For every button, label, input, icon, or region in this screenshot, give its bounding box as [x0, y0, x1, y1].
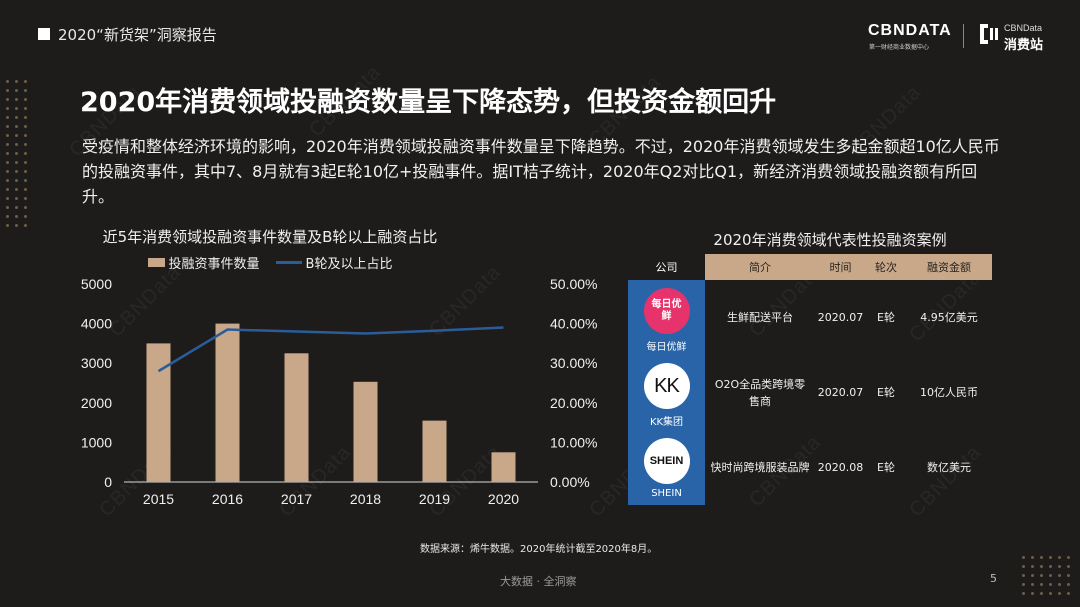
x-tick-label: 2020 — [488, 491, 519, 507]
company-name: 每日优鲜 — [646, 342, 687, 353]
row-time: 2020.07 — [817, 386, 864, 399]
cbndata-logo-subtitle: 第一财经商业数据中心 — [869, 44, 930, 51]
x-tick-label: 2018 — [350, 491, 381, 507]
table-row: O2O全品类跨境零售商 2020.07 E轮 10亿人民币 — [628, 355, 992, 430]
row-amount: 数亿美元 — [927, 461, 971, 474]
bar — [284, 353, 309, 482]
bar — [491, 452, 516, 482]
company-name: SHEIN — [651, 488, 682, 499]
y-left-tick-label: 2000 — [81, 395, 112, 411]
page-number: 5 — [990, 572, 997, 585]
legend-item-bar: 投融资事件数量 — [147, 253, 260, 272]
row-amount: 10亿人民币 — [920, 386, 978, 399]
decorative-dots — [6, 80, 27, 227]
bar — [146, 343, 171, 482]
line-series — [157, 326, 504, 373]
y-left-tick-label: 3000 — [81, 355, 112, 371]
row-desc: 生鲜配送平台 — [727, 311, 793, 324]
y-left-tick-label: 0 — [104, 474, 112, 490]
table-header-company: 公司 — [655, 261, 678, 274]
legend-label-bar: 投融资事件数量 — [168, 257, 260, 272]
table-header-amount: 融资金额 — [906, 254, 992, 280]
bar — [353, 381, 378, 482]
row-round: E轮 — [877, 386, 895, 399]
legend-swatch-line — [275, 261, 302, 264]
x-tick-label: 2015 — [143, 491, 174, 507]
cbndata-logo: CBNDATA — [868, 22, 952, 39]
header-square-icon — [38, 28, 50, 40]
company-shein: SHEIN SHEIN — [628, 438, 705, 499]
bar — [215, 323, 240, 482]
table-row: 生鲜配送平台 2020.07 E轮 4.95亿美元 — [628, 280, 992, 355]
consumer-station-logo-icon — [980, 24, 998, 44]
intro-paragraph: 受疫情和整体经济环境的影响，2020年消费领域投融资事件数量呈下降趋势。不过，2… — [82, 137, 1000, 206]
row-time: 2020.08 — [817, 461, 864, 474]
decorative-dots — [1022, 556, 1070, 595]
page-title: 2020年消费领域投融资数量呈下降态势，但投资金额回升 — [80, 87, 777, 118]
company-kk: KK KK集团 — [628, 363, 705, 428]
shein-logo: SHEIN — [643, 438, 690, 484]
y-right-tick-label: 20.00% — [550, 395, 597, 411]
kk-logo: KK — [643, 363, 690, 409]
table-header: 公司 简介 时间 轮次 融资金额 — [628, 254, 992, 280]
table-header-desc: 简介 — [705, 254, 815, 280]
row-desc: 快时尚跨境服装品牌 — [710, 461, 810, 474]
bar — [422, 420, 447, 482]
combo-chart: 0 1000 2000 3000 4000 5000 0.00% 10.00% 20.00% 30… — [81, 276, 598, 507]
y-right-tick-label: 40.00% — [550, 316, 597, 332]
table-header-time: 时间 — [815, 254, 866, 280]
table-row: 快时尚跨境服装品牌 2020.08 E轮 数亿美元 — [628, 430, 992, 505]
row-time: 2020.07 — [817, 311, 864, 324]
legend-label-line: B轮及以上占比 — [305, 257, 393, 272]
y-left-tick-label: 4000 — [81, 316, 112, 332]
company-logo-column: 每日优鲜 每日优鲜 KK KK集团 SHEIN SHEIN — [628, 280, 705, 505]
chart-legend: 投融资事件数量 B轮及以上占比 — [0, 253, 540, 272]
y-right-tick-label: 30.00% — [550, 355, 597, 371]
x-tick-label: 2016 — [212, 491, 243, 507]
data-source-note: 数据来源：烯牛数据。2020年统计截至2020年8月。 — [420, 544, 658, 555]
missfresh-logo-text: 每日优鲜 — [651, 299, 682, 322]
y-right-tick-label: 50.00% — [550, 276, 597, 292]
chart-title: 近5年消费领域投融资事件数量及B轮以上融资占比 — [102, 228, 438, 246]
row-round: E轮 — [877, 461, 895, 474]
company-name: KK集团 — [649, 417, 684, 428]
y-left-tick-label: 1000 — [81, 434, 112, 450]
legend-swatch-bar — [147, 258, 165, 267]
consumer-station-logo-bottom: 消费站 — [1004, 38, 1044, 53]
row-desc: O2O全品类跨境零售商 — [714, 377, 806, 408]
logo-divider — [963, 24, 964, 48]
missfresh-logo: 每日优鲜 — [643, 288, 690, 334]
consumer-station-logo-top: CBNData — [1004, 23, 1043, 33]
y-right-tick-label: 10.00% — [550, 434, 597, 450]
row-round: E轮 — [877, 311, 895, 324]
table-header-round: 轮次 — [866, 254, 906, 280]
y-left-tick-label: 5000 — [81, 276, 112, 292]
legend-item-line: B轮及以上占比 — [275, 253, 393, 272]
report-title: 2020“新货架”洞察报告 — [58, 26, 217, 44]
footer-slogan: 大数据 · 全洞察 — [500, 575, 577, 588]
kk-logo-text: KK — [654, 374, 680, 397]
shein-logo-text: SHEIN — [649, 455, 684, 467]
x-tick-label: 2017 — [281, 491, 312, 507]
row-amount: 4.95亿美元 — [920, 311, 978, 324]
company-missfresh: 每日优鲜 每日优鲜 — [628, 288, 705, 353]
table-title: 2020年消费领域代表性投融资案例 — [713, 231, 947, 249]
investment-table: 公司 简介 时间 轮次 融资金额 生鲜配送平台 2020.07 E轮 4.95亿… — [628, 254, 992, 505]
x-tick-label: 2019 — [419, 491, 450, 507]
y-right-tick-label: 0.00% — [550, 474, 590, 490]
